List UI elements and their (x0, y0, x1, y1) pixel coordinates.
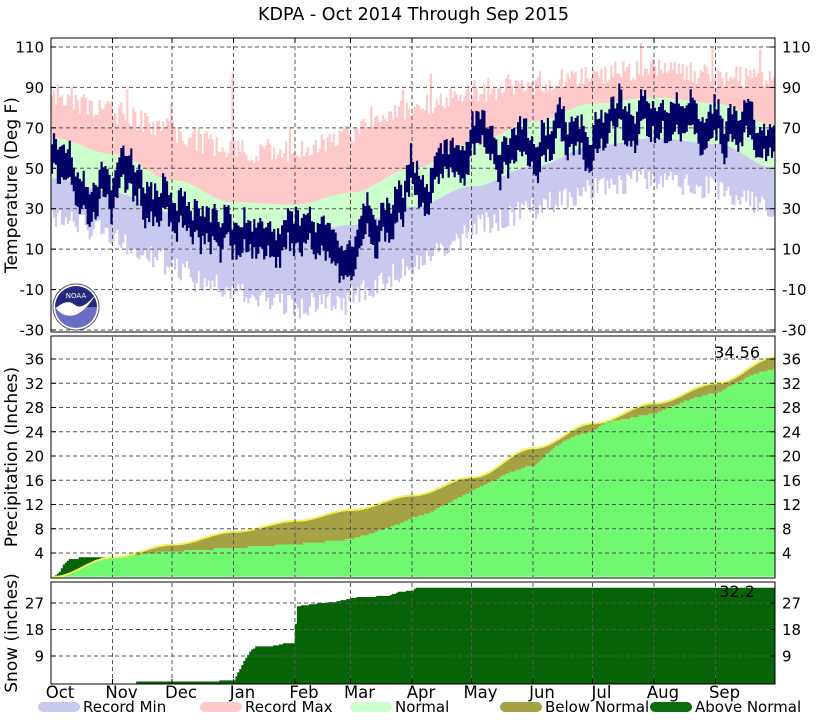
y-tick-label-right: 20 (782, 448, 801, 466)
y-tick-label-right: 30 (782, 200, 801, 218)
legend-label: Above Normal (695, 698, 802, 716)
y-tick-label-left: 20 (25, 448, 44, 466)
month-label: Oct (46, 683, 75, 702)
y-tick-label-left: 8 (34, 520, 44, 538)
month-label: Feb (289, 683, 318, 702)
y-tick-label-left: 18 (25, 621, 44, 639)
legend-label: Record Min (83, 698, 167, 716)
panel-border (50, 37, 776, 333)
noaa-logo-top-half (55, 286, 97, 307)
noaa-bird-icon (56, 294, 96, 316)
precip-total-annotation: 34.56 (714, 343, 760, 362)
y-tick-label-left: 70 (25, 119, 44, 137)
y-axis-title: Snow (inches) (2, 573, 22, 692)
legend-swatch (350, 702, 392, 712)
month-label: May (463, 683, 497, 702)
y-tick-label-left: -10 (20, 281, 45, 299)
y-tick-label-right: 4 (782, 545, 792, 563)
month-label: Jul (591, 683, 612, 702)
legend-swatch (650, 702, 692, 712)
y-tick-label-left: 12 (25, 496, 44, 514)
y-tick-label-left: -30 (20, 321, 45, 339)
month-label: Mar (344, 683, 375, 702)
record-max-series (50, 43, 776, 205)
y-tick-label-right: 16 (782, 472, 801, 490)
y-tick-label-left: 16 (25, 472, 44, 490)
month-label: Sep (709, 683, 740, 702)
panel-border (50, 581, 776, 685)
y-tick-label-left: 28 (25, 399, 44, 417)
legend-item-record-max: Record Max (200, 698, 333, 716)
y-tick-label-left: 9 (34, 648, 44, 666)
month-label: Jan (229, 683, 255, 702)
legend-item-below-normal: Below Normal (500, 698, 649, 716)
legend-label: Record Max (245, 698, 333, 716)
y-tick-label-right: 110 (782, 39, 811, 57)
legend-swatch (200, 702, 242, 712)
legend-item-normal: Normal (350, 698, 449, 716)
y-tick-label-left: 4 (34, 545, 44, 563)
snow-area (136, 587, 776, 684)
legend: Record Min Record Max Normal Below Normal Ab… (0, 698, 827, 718)
legend-label: Normal (395, 698, 450, 716)
y-axis-title: Precipitation (Inches) (2, 367, 22, 547)
actual-temperature-layer (50, 83, 776, 283)
axis-labels: 110 110 90 90 70 70 50 50 30 30 10 10 -10 -10 -30 -30 36… (2, 39, 811, 703)
panel-frames (50, 37, 776, 685)
snow-panel (136, 587, 776, 684)
legend-label: Below Normal (545, 698, 650, 716)
y-tick-label-left: 24 (25, 423, 44, 441)
y-tick-label-left: 30 (25, 200, 44, 218)
y-tick-label-right: 24 (782, 423, 801, 441)
y-tick-label-left: 10 (25, 241, 44, 259)
legend-swatch (38, 702, 80, 712)
y-tick-label-right: 10 (782, 241, 801, 259)
y-tick-label-right: 90 (782, 79, 801, 97)
legend-swatch (500, 702, 542, 712)
y-tick-label-left: 36 (25, 351, 44, 369)
y-tick-label-right: -30 (782, 321, 807, 339)
y-tick-label-right: 36 (782, 351, 801, 369)
y-tick-label-right: 8 (782, 520, 792, 538)
y-tick-label-left: 27 (25, 595, 44, 613)
panel-border (50, 335, 776, 579)
y-tick-label-right: 28 (782, 399, 801, 417)
y-tick-label-right: 9 (782, 648, 792, 666)
month-label: Apr (407, 683, 436, 702)
noaa-logo: NOAA (52, 283, 100, 331)
chart-title: KDPA - Oct 2014 Through Sep 2015 (258, 5, 569, 25)
y-tick-label-left: 50 (25, 160, 44, 178)
precipitation-panel (51, 356, 776, 579)
y-tick-label-right: 18 (782, 621, 801, 639)
actual-temperature-series (50, 83, 776, 283)
y-tick-label-right: 27 (782, 595, 801, 613)
legend-item-record-min: Record Min (38, 698, 166, 716)
y-tick-label-right: 12 (782, 496, 801, 514)
y-tick-label-left: 32 (25, 375, 44, 393)
month-label: Dec (165, 683, 197, 702)
legend-item-above-normal: Above Normal (650, 698, 801, 716)
y-tick-label-right: 50 (782, 160, 801, 178)
y-tick-label-left: 110 (15, 39, 44, 57)
noaa-logo-text: NOAA (66, 292, 87, 300)
month-label: Nov (105, 683, 137, 702)
month-label: Jun (528, 683, 555, 702)
y-tick-label-right: -10 (782, 281, 807, 299)
y-tick-label-left: 90 (25, 79, 44, 97)
record-min-series (50, 138, 776, 319)
y-tick-label-right: 32 (782, 375, 801, 393)
y-tick-label-right: 70 (782, 119, 801, 137)
snow-total-annotation: 32.2 (719, 582, 755, 601)
month-label: Aug (647, 683, 679, 702)
y-axis-title: Temperature (Deg F) (2, 97, 22, 274)
